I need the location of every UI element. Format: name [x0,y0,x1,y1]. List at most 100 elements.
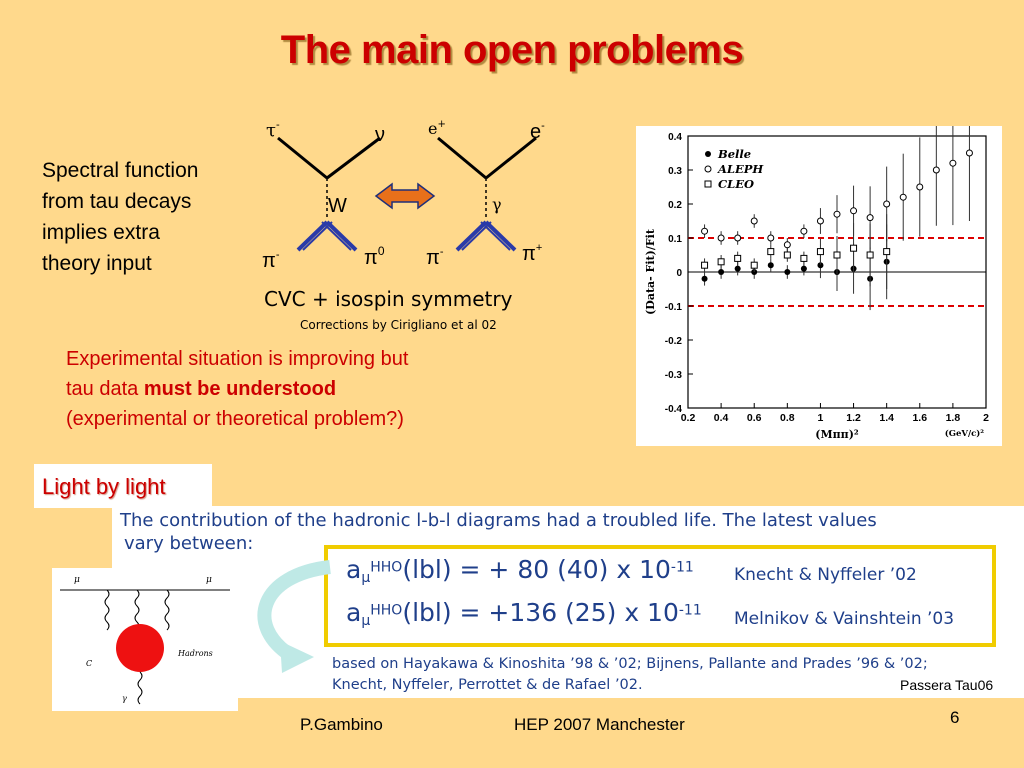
amu-ref: Knecht & Nyffeler ’02 [734,565,917,585]
svg-text:τ-: τ- [266,118,280,141]
y-tick-label: -0.3 [665,370,683,381]
x-tick-label: 1.6 [912,412,927,424]
data-point [767,262,774,269]
tau-label: τ [266,120,276,141]
legend-marker [704,180,712,188]
pi-minus-left-sup: - [276,249,280,261]
experimental-line-2: tau data [66,378,144,400]
contribution-text: The contribution of the hadronic l-b-l d… [120,510,877,531]
data-point [932,166,940,174]
data-point [717,234,725,242]
legend-marker [705,151,711,157]
lbl-feynman-diagram: μ μ Hadrons C γ [52,568,238,711]
amu-a: a [346,598,362,627]
page-number: 6 [950,708,960,727]
tau-sup: - [276,118,280,131]
data-point [850,244,858,252]
photon-line [164,589,170,631]
data-point [916,183,924,191]
data-point [800,265,807,272]
pi-zero-label: π [364,247,378,269]
x-axis-unit: (GeV/c)² [945,428,985,439]
footer-author: P.Gambino [300,715,383,734]
spectral-line: Spectral function [42,159,199,182]
x-tick-label: 1.4 [879,412,894,424]
mu-left-label: μ [74,575,80,585]
amu-ref: Melnikov & Vainshtein ’03 [734,609,955,629]
pi-pair-left [296,220,358,252]
data-point [833,251,841,259]
photon-line [104,589,110,631]
e-minus-line [485,136,537,180]
data-point [701,261,709,269]
data-point [718,269,725,275]
pi-pair-right [455,220,517,252]
hadron-blob [116,624,164,672]
svg-text:π0: π0 [364,244,385,269]
data-point [784,269,791,275]
data-point [817,262,824,269]
y-axis-label: (Data- Fit)/Fit [644,228,657,315]
double-arrow-icon [374,182,436,210]
amu-expr: (lbl) = +136 (25) x 10 [402,598,679,627]
data-point [750,261,758,269]
data-point [783,241,791,249]
data-point [965,149,973,157]
tau-line [277,136,328,180]
amu-exp: -11 [678,602,702,619]
spectral-line: from tau decays [42,190,192,213]
based-on-line: Knecht, Nyffeler, Perrottet & de Rafael … [332,677,643,693]
amu-expr: (lbl) = + 80 (40) x 10 [402,555,671,584]
amu-values-box: aμHHO(lbl) = + 80 (40) x 10-11 Knecht & … [324,545,996,647]
y-tick-label: 0.4 [668,132,682,143]
legend-label: CLEO [718,177,754,191]
data-point [800,254,808,262]
svg-text:e+: e+ [428,119,446,138]
data-point [800,227,808,235]
data-point [767,248,775,256]
data-point [750,217,758,225]
data-point [734,254,742,262]
cvc-text: CVC + isospin symmetry [264,287,513,311]
curved-arrow-icon [257,560,331,673]
c-label: C [86,659,92,668]
data-point [833,210,841,218]
amu-sub: μ [361,613,371,630]
pi-zero-sup: 0 [378,244,385,258]
pi-plus-label: π [522,243,536,265]
data-point [701,227,709,235]
residual-plot: 0.4 0.3 0.2 0.1 0 -0.1 -0.2 -0.3 -0.4 0.2 0.4 0.6 0.… [636,85,1002,446]
data-point [734,265,741,272]
data-point [717,258,725,266]
light-by-light-heading: Light by light [42,474,166,499]
data-point [701,275,708,282]
x-tick-label: 0.2 [681,412,696,424]
x-tick-label: 0.6 [747,412,762,424]
data-point [866,251,874,259]
nu-label: ν [375,124,385,146]
spectral-line: theory input [42,252,152,275]
data-point [883,200,891,208]
must-be-understood-text: must be understood [143,378,337,400]
pi-minus-right-label: π [426,247,440,269]
y-tick-label: -0.2 [665,336,683,347]
y-tick-label: 0.3 [668,166,682,177]
legend-marker [704,165,712,173]
amu-a: a [346,555,362,584]
hadrons-label: Hadrons [177,649,213,658]
data-point [767,234,775,242]
data-point [883,248,891,256]
svg-text:e-: e- [530,120,545,143]
x-tick-label: 0.8 [780,412,795,424]
x-axis-label: (Mππ)² [815,428,859,441]
data-point [734,234,742,242]
contribution-text-2: vary between: [124,533,254,554]
data-point [850,207,858,215]
light-by-light-box [34,464,212,508]
svg-text:π+: π+ [522,242,542,265]
y-tick-label: -0.4 [665,404,683,415]
data-point [816,248,824,256]
e-plus-sup: + [437,119,445,130]
x-tick-label: 1 [818,412,824,424]
amu-sub: μ [361,570,371,587]
